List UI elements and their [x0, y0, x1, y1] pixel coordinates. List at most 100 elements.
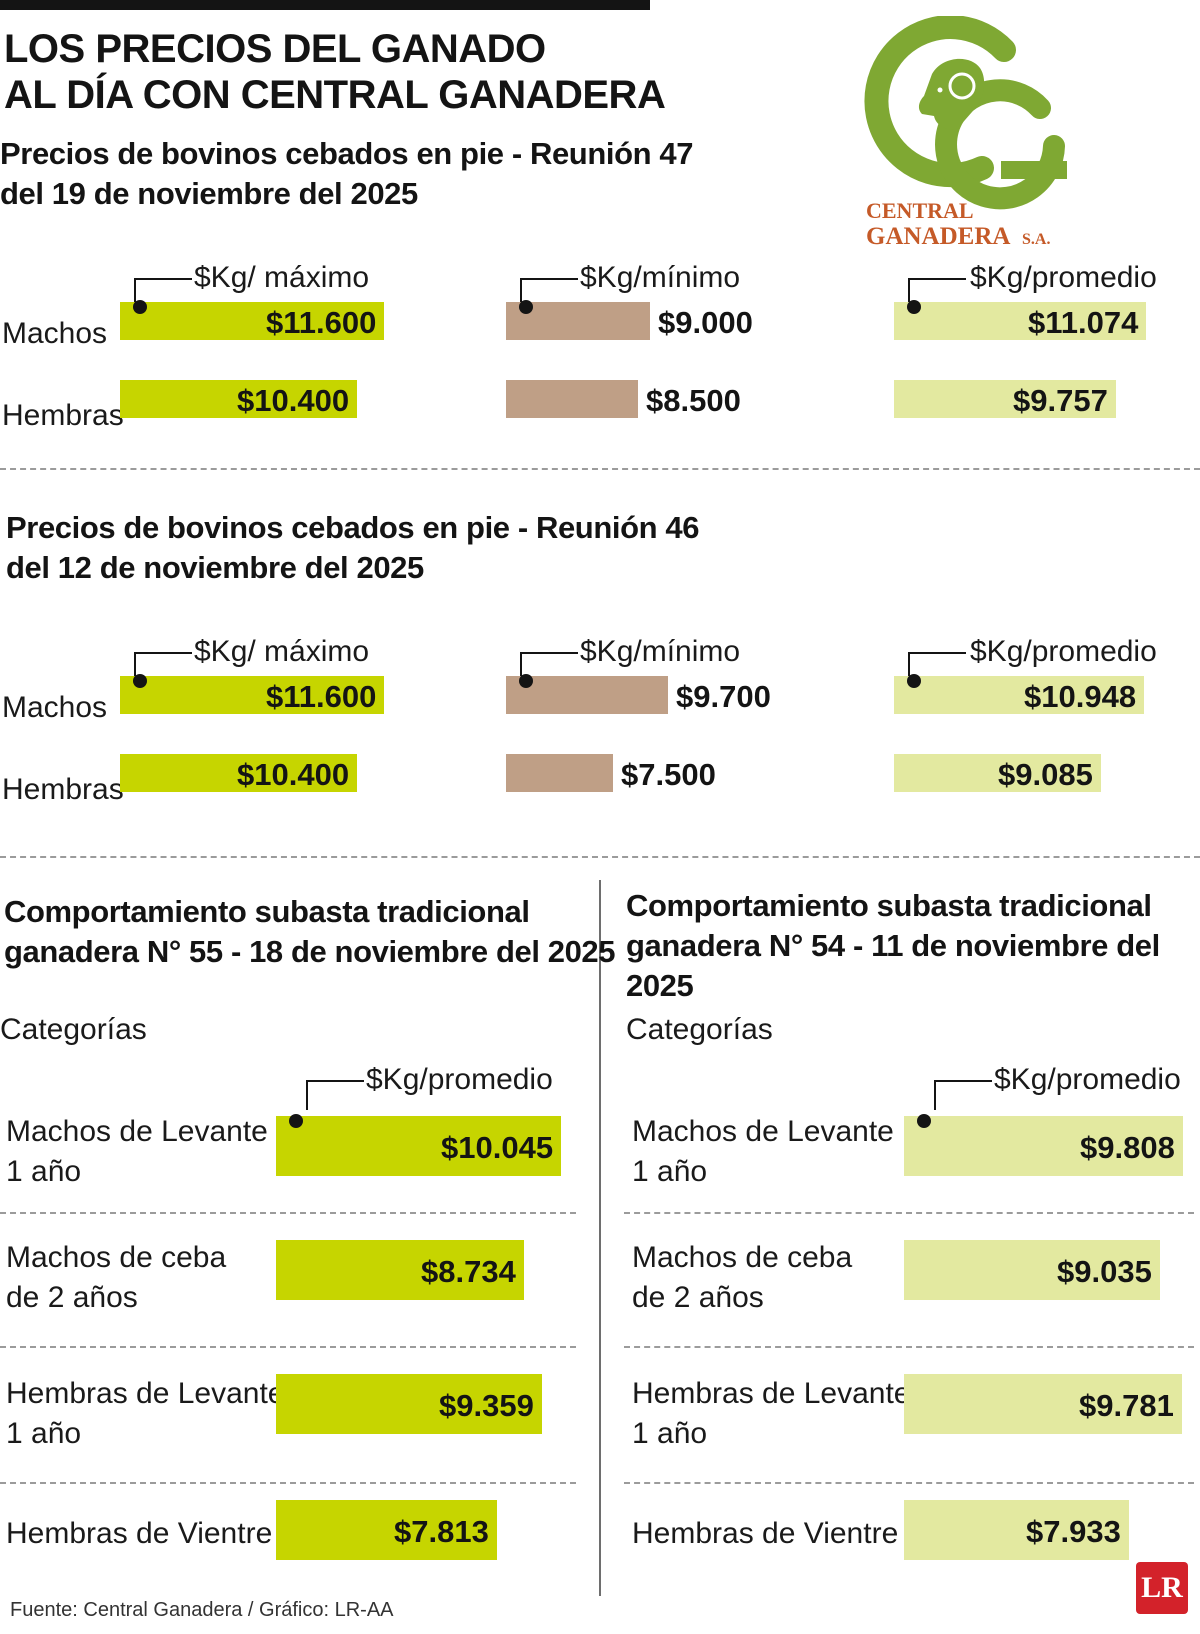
ram-head-icon	[918, 58, 985, 130]
series-header: $Kg/ máximo	[194, 635, 370, 668]
bar-avg-row-4	[904, 1500, 1129, 1560]
bar-value-label: $7.500	[621, 757, 716, 792]
bar-value-label: $9.781	[1079, 1388, 1174, 1423]
leader-dot	[133, 674, 147, 688]
series-header: $Kg/promedio	[366, 1063, 553, 1096]
bar-value-label: $9.035	[1057, 1254, 1152, 1289]
row-divider	[624, 1212, 1194, 1214]
series-header: $Kg/ máximo	[194, 261, 370, 294]
category-header: Categorías	[0, 1013, 147, 1046]
series-header: $Kg/promedio	[994, 1063, 1181, 1096]
category-label: Hembras	[2, 773, 124, 806]
row-divider	[624, 1482, 1194, 1484]
bar-avg-hembras	[894, 380, 1116, 418]
leader-line	[520, 652, 578, 682]
bar-avg-row-3	[904, 1374, 1182, 1434]
row-divider	[624, 1346, 1194, 1348]
logo-central-text: CENTRAL	[866, 198, 974, 223]
category-label: Machos	[2, 317, 108, 350]
category-label: Machos de ceba de 2 años	[632, 1241, 853, 1314]
bar-value-label: $7.813	[394, 1514, 489, 1549]
bar-avg-row-2	[276, 1240, 524, 1300]
leader-line	[134, 652, 192, 682]
chart-1-title: Precios de bovinos cebados en pie - Reun…	[0, 134, 693, 214]
category-label: Hembras de Levante 1 año	[6, 1377, 285, 1450]
logo-suffix-text: S.A.	[1022, 231, 1050, 248]
leader-dot	[907, 300, 921, 314]
chart-3-title: Comportamiento subasta tradicional ganad…	[4, 892, 616, 972]
chart-4-title-line-1: Comportamiento subasta tradicional	[626, 888, 1152, 923]
bar-avg-machos	[894, 676, 1144, 714]
bar-min-machos	[506, 676, 668, 714]
page-title: LOS PRECIOS DEL GANADO AL DÍA CON CENTRA…	[4, 26, 666, 118]
leader-line	[134, 278, 192, 308]
bar-value-label: $10.400	[237, 757, 350, 792]
bar-min-hembras	[506, 380, 638, 418]
chart-1-title-line-2: del 19 de noviembre del 2025	[0, 176, 418, 211]
bar-avg-machos	[894, 302, 1146, 340]
category-label: Machos de Levante 1 año	[6, 1115, 268, 1188]
leader-dot	[907, 674, 921, 688]
row-divider	[0, 1482, 576, 1484]
bar-value-label: $8.500	[646, 383, 741, 418]
bar-value-label: $9.000	[658, 305, 753, 340]
bar-value-label: $10.045	[441, 1130, 554, 1165]
bar-value-label: $9.700	[676, 679, 771, 714]
chart-3: $Kg/promedio Machos de Levante 1 año Mach…	[0, 1060, 580, 1580]
leader-line	[908, 278, 966, 308]
cg-monogram-icon: CENTRAL GANADERA S.A.	[864, 15, 1067, 250]
category-label: Machos de Levante 1 año	[632, 1115, 894, 1188]
row-divider	[0, 1346, 576, 1348]
series-header: $Kg/promedio	[970, 261, 1157, 294]
leader-dot	[519, 674, 533, 688]
row-divider	[0, 1212, 576, 1214]
bar-avg-row-1	[904, 1116, 1183, 1176]
chart-1-title-line-1: Precios de bovinos cebados en pie - Reun…	[0, 136, 694, 171]
lr-logo: LR	[1136, 1562, 1188, 1614]
bar-value-label: $9.359	[439, 1388, 534, 1423]
category-header: Categorías	[626, 1013, 773, 1046]
category-label: Hembras	[2, 399, 124, 432]
chart-4-title-line-2: ganadera N° 54 - 11 de noviembre del 202…	[626, 928, 1160, 1003]
bar-value-label: $8.734	[421, 1254, 516, 1289]
series-header: $Kg/mínimo	[580, 261, 741, 294]
source-footer: Fuente: Central Ganadera / Gráfico: LR-A…	[10, 1599, 394, 1621]
chart-2-title-line-1: Precios de bovinos cebados en pie - Reun…	[6, 510, 700, 545]
category-label: Hembras de Vientre	[632, 1517, 899, 1550]
leader-line	[306, 1080, 364, 1110]
bar-value-label: $11.600	[266, 305, 377, 340]
bar-value-label: $11.600	[266, 679, 377, 714]
series-header: $Kg/promedio	[970, 635, 1157, 668]
column-divider	[599, 880, 601, 1596]
leader-dot	[289, 1114, 303, 1128]
bar-max-machos	[120, 676, 384, 714]
bar-avg-row-1	[276, 1116, 561, 1176]
chart-2: Machos Hembras $Kg/ máximo $Kg/mínimo $K…	[0, 632, 1200, 812]
bar-max-hembras	[120, 754, 357, 792]
page-title-line-2: AL DÍA CON CENTRAL GANADERA	[4, 73, 666, 117]
category-label: Machos	[2, 691, 108, 724]
top-rule	[0, 0, 650, 10]
bar-value-label: $7.933	[1026, 1514, 1121, 1549]
leader-line	[934, 1080, 992, 1110]
bar-min-hembras	[506, 754, 613, 792]
bar-value-label: $9.808	[1080, 1130, 1175, 1165]
bar-value-label: $10.948	[1024, 679, 1137, 714]
category-label: Hembras de Vientre	[6, 1517, 273, 1550]
leader-dot	[917, 1114, 931, 1128]
bar-max-hembras	[120, 380, 357, 418]
category-label: Machos de ceba de 2 años	[6, 1241, 227, 1314]
chart-2-title: Precios de bovinos cebados en pie - Reun…	[6, 508, 699, 588]
leader-dot	[519, 300, 533, 314]
bar-avg-row-3	[276, 1374, 542, 1434]
bar-value-label: $9.757	[1013, 383, 1108, 418]
chart-4: $Kg/promedio Machos de Levante 1 año Mach…	[624, 1060, 1200, 1580]
chart-1: Machos Hembras $Kg/ máximo $Kg/mínimo $K…	[0, 258, 1200, 438]
bar-max-machos	[120, 302, 384, 340]
leader-dot	[133, 300, 147, 314]
chart-3-title-line-2: ganadera N° 55 - 18 de noviembre del 202…	[4, 934, 616, 969]
bar-avg-hembras	[894, 754, 1101, 792]
chart-2-title-line-2: del 12 de noviembre del 2025	[6, 550, 424, 585]
logo-ganadera-text: GANADERA	[866, 223, 1010, 250]
bar-avg-row-4	[276, 1500, 497, 1560]
